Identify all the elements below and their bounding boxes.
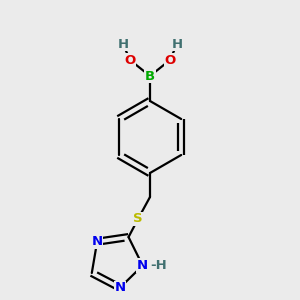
Text: H: H	[117, 38, 129, 50]
Text: O: O	[164, 53, 175, 67]
Text: N: N	[92, 235, 103, 248]
Text: N: N	[114, 281, 125, 294]
Text: S: S	[133, 212, 143, 226]
Text: -H: -H	[151, 259, 167, 272]
Text: N: N	[137, 259, 148, 272]
Text: B: B	[145, 70, 155, 83]
Text: O: O	[124, 53, 136, 67]
Text: H: H	[171, 38, 183, 50]
